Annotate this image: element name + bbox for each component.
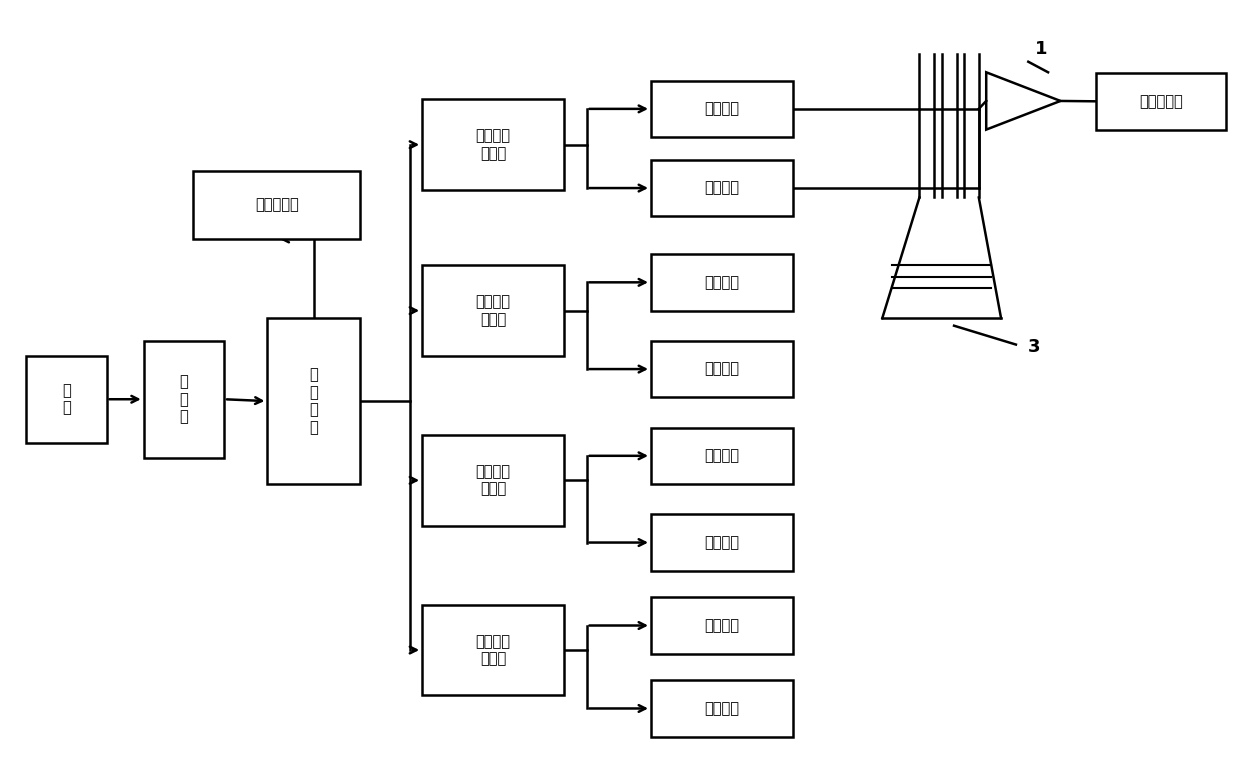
Text: 1: 1 xyxy=(1034,40,1047,58)
Text: 电磁阀六: 电磁阀六 xyxy=(704,535,739,550)
Text: 减
压
阀: 减 压 阀 xyxy=(180,375,188,424)
Text: 自动调压
模块三: 自动调压 模块三 xyxy=(476,464,511,497)
Text: 电磁阀二: 电磁阀二 xyxy=(704,181,739,195)
FancyBboxPatch shape xyxy=(422,99,564,190)
FancyBboxPatch shape xyxy=(651,681,794,737)
FancyBboxPatch shape xyxy=(651,597,794,654)
FancyBboxPatch shape xyxy=(1096,73,1226,129)
FancyBboxPatch shape xyxy=(422,605,564,695)
Text: 自动调压
模块一: 自动调压 模块一 xyxy=(476,129,511,161)
FancyBboxPatch shape xyxy=(144,341,224,458)
FancyBboxPatch shape xyxy=(651,254,794,310)
Text: 电
源: 电 源 xyxy=(62,383,71,416)
Text: 电磁阀三: 电磁阀三 xyxy=(704,275,739,290)
FancyBboxPatch shape xyxy=(268,318,360,484)
FancyBboxPatch shape xyxy=(422,435,564,525)
FancyBboxPatch shape xyxy=(193,171,360,239)
FancyBboxPatch shape xyxy=(651,514,794,571)
Text: 电磁阀七: 电磁阀七 xyxy=(704,618,739,633)
Text: 3: 3 xyxy=(1028,338,1040,356)
Text: 电磁阀五: 电磁阀五 xyxy=(704,448,739,463)
Text: 电磁阀四: 电磁阀四 xyxy=(704,362,739,376)
FancyBboxPatch shape xyxy=(422,266,564,356)
Text: 电磁阀一: 电磁阀一 xyxy=(704,101,739,117)
FancyBboxPatch shape xyxy=(26,356,107,443)
Text: 自动调压
模块二: 自动调压 模块二 xyxy=(476,294,511,327)
Text: 微流控芯片: 微流控芯片 xyxy=(1140,94,1183,109)
Text: 电磁阀八: 电磁阀八 xyxy=(704,701,739,716)
FancyBboxPatch shape xyxy=(651,160,794,217)
Text: 泄压保护阀: 泄压保护阀 xyxy=(254,198,299,213)
Text: 自动调压
模块四: 自动调压 模块四 xyxy=(476,634,511,666)
FancyBboxPatch shape xyxy=(651,428,794,484)
Text: 压
力
开
关: 压 力 开 关 xyxy=(310,368,319,435)
FancyBboxPatch shape xyxy=(651,341,794,397)
FancyBboxPatch shape xyxy=(651,80,794,137)
